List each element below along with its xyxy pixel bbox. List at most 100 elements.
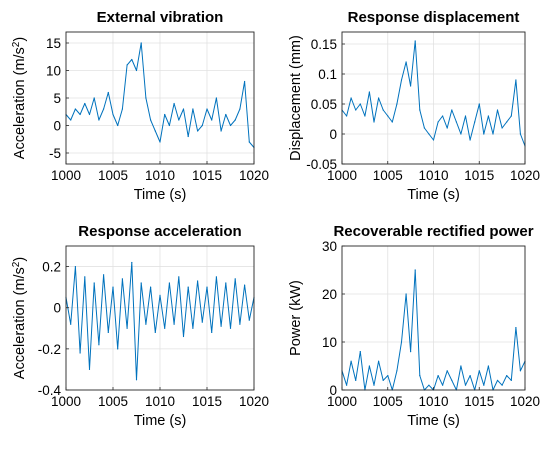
- data-point: [150, 119, 152, 121]
- data-point: [387, 115, 389, 117]
- data-point: [378, 360, 380, 362]
- data-point: [373, 121, 375, 123]
- data-point: [150, 286, 152, 288]
- data-point: [442, 384, 444, 386]
- data-point: [506, 121, 508, 123]
- x-tick-label: 1020: [510, 168, 540, 183]
- data-point: [469, 375, 471, 377]
- data-point: [135, 379, 138, 381]
- data-point: [437, 375, 439, 377]
- y-tick-label: -0.05: [306, 157, 337, 172]
- y-tick-label: 0: [53, 301, 61, 316]
- data-point: [346, 384, 348, 386]
- data-point: [168, 124, 170, 127]
- data-point: [220, 325, 222, 327]
- data-point: [519, 370, 522, 372]
- x-tick-label: 1015: [192, 394, 222, 409]
- data-point: [84, 102, 86, 105]
- y-axis-label-close: ): [12, 37, 28, 42]
- x-tick-label: 1005: [373, 168, 403, 183]
- data-point: [391, 121, 393, 123]
- data-point: [229, 327, 232, 329]
- x-axis-label: Time (s): [134, 187, 187, 203]
- data-point: [496, 379, 499, 381]
- data-point: [464, 115, 467, 117]
- data-point: [79, 113, 81, 116]
- data-point: [70, 119, 72, 121]
- data-point: [405, 293, 407, 295]
- data-point: [234, 119, 236, 121]
- x-tick-label: 1020: [510, 394, 540, 409]
- data-point: [88, 113, 91, 116]
- y-tick-label: 30: [322, 239, 337, 254]
- data-point: [229, 124, 232, 127]
- data-point: [515, 327, 517, 329]
- data-point: [187, 135, 189, 138]
- data-point: [225, 113, 227, 116]
- data-point: [103, 108, 105, 110]
- x-axis-label: Time (s): [407, 187, 460, 203]
- data-point: [373, 384, 375, 386]
- data-point: [112, 286, 114, 288]
- data-point: [492, 133, 494, 135]
- data-point: [206, 286, 208, 288]
- x-tick-label: 1005: [98, 394, 128, 409]
- data-point: [446, 127, 448, 129]
- data-point: [70, 323, 72, 325]
- x-tick-label: 1010: [418, 394, 448, 409]
- data-point: [107, 331, 109, 333]
- data-point: [154, 130, 156, 132]
- panel-response-acceleration: 1000 1005 1010 1015 1020 -0.4 -0.2 0 0.2 Respon…: [11, 223, 270, 429]
- data-point: [201, 321, 203, 323]
- y-tick-label: 0.15: [311, 37, 337, 52]
- y-tick-label: -5: [49, 146, 61, 161]
- data-point: [192, 108, 194, 110]
- data-point: [464, 384, 467, 386]
- data-point: [437, 121, 439, 123]
- x-tick-label: 1015: [192, 168, 222, 183]
- y-axis-label-main: Acceleration (m/s: [12, 47, 28, 159]
- data-point: [455, 121, 457, 123]
- y-tick-label: 10: [46, 64, 61, 79]
- data-point: [346, 115, 348, 117]
- data-point: [359, 103, 361, 105]
- data-point: [387, 375, 389, 377]
- x-tick-label: 1010: [145, 168, 175, 183]
- data-point: [483, 384, 485, 386]
- chart-title: Response acceleration: [78, 223, 241, 240]
- x-tick-label: 1000: [327, 168, 357, 183]
- data-point: [154, 331, 156, 333]
- data-point: [410, 85, 412, 87]
- x-axis-label: Time (s): [407, 413, 460, 429]
- x-tick-label: 1000: [51, 168, 81, 183]
- x-tick-label: 1005: [373, 394, 403, 409]
- data-point: [215, 97, 217, 99]
- panel-response-displacement: 1000 1005 1010 1015 1020 -0.05 0 0.05 0.1 0.15 R…: [288, 9, 540, 203]
- data-point: [519, 133, 522, 135]
- data-point: [211, 331, 213, 333]
- data-point: [215, 276, 217, 278]
- data-point: [112, 113, 114, 116]
- data-point: [220, 130, 222, 132]
- data-point: [117, 124, 119, 127]
- data-point: [414, 40, 416, 42]
- data-point: [182, 335, 185, 338]
- data-point: [410, 351, 412, 353]
- x-tick-label: 1015: [464, 168, 494, 183]
- data-point: [355, 109, 357, 111]
- y-tick-label: -0.2: [38, 342, 61, 357]
- data-point: [84, 276, 86, 278]
- y-tick-label: 0: [329, 127, 337, 142]
- data-point: [419, 375, 421, 377]
- data-point: [364, 115, 366, 117]
- data-point: [368, 91, 370, 93]
- data-point: [201, 124, 203, 127]
- data-point: [239, 108, 241, 110]
- data-point: [164, 113, 166, 116]
- y-axis-label: Acceleration (m/s2): [11, 257, 29, 379]
- data-point: [131, 261, 133, 264]
- data-point: [239, 323, 241, 325]
